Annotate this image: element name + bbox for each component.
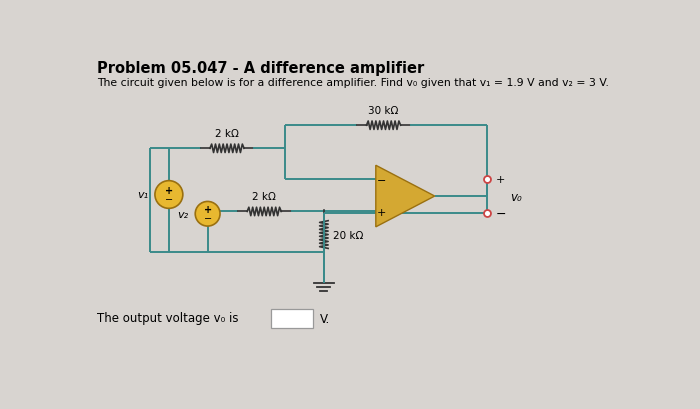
Text: The output voltage v₀ is: The output voltage v₀ is [97, 311, 238, 324]
Polygon shape [376, 166, 435, 227]
Text: +: + [204, 204, 211, 215]
Circle shape [155, 181, 183, 209]
Text: v₂: v₂ [177, 209, 188, 219]
Text: −: − [204, 214, 211, 224]
Text: v₀: v₀ [510, 190, 522, 203]
FancyBboxPatch shape [271, 310, 313, 328]
Text: +: + [496, 175, 505, 184]
Text: Problem 05.047 - A difference amplifier: Problem 05.047 - A difference amplifier [97, 61, 424, 76]
Text: −: − [164, 195, 173, 204]
Text: 20 kΩ: 20 kΩ [333, 230, 363, 240]
Text: 2 kΩ: 2 kΩ [252, 192, 276, 202]
Text: v₁: v₁ [136, 190, 148, 200]
Text: The circuit given below is for a difference amplifier. Find v₀ given that v₁ = 1: The circuit given below is for a differe… [97, 78, 609, 88]
Circle shape [195, 202, 220, 227]
Text: +: + [377, 207, 386, 218]
Text: 2 kΩ: 2 kΩ [215, 129, 239, 139]
Text: V.: V. [320, 312, 330, 325]
Text: −: − [496, 207, 506, 220]
Text: 30 kΩ: 30 kΩ [368, 106, 399, 116]
Text: −: − [377, 175, 386, 186]
Text: +: + [164, 185, 173, 196]
